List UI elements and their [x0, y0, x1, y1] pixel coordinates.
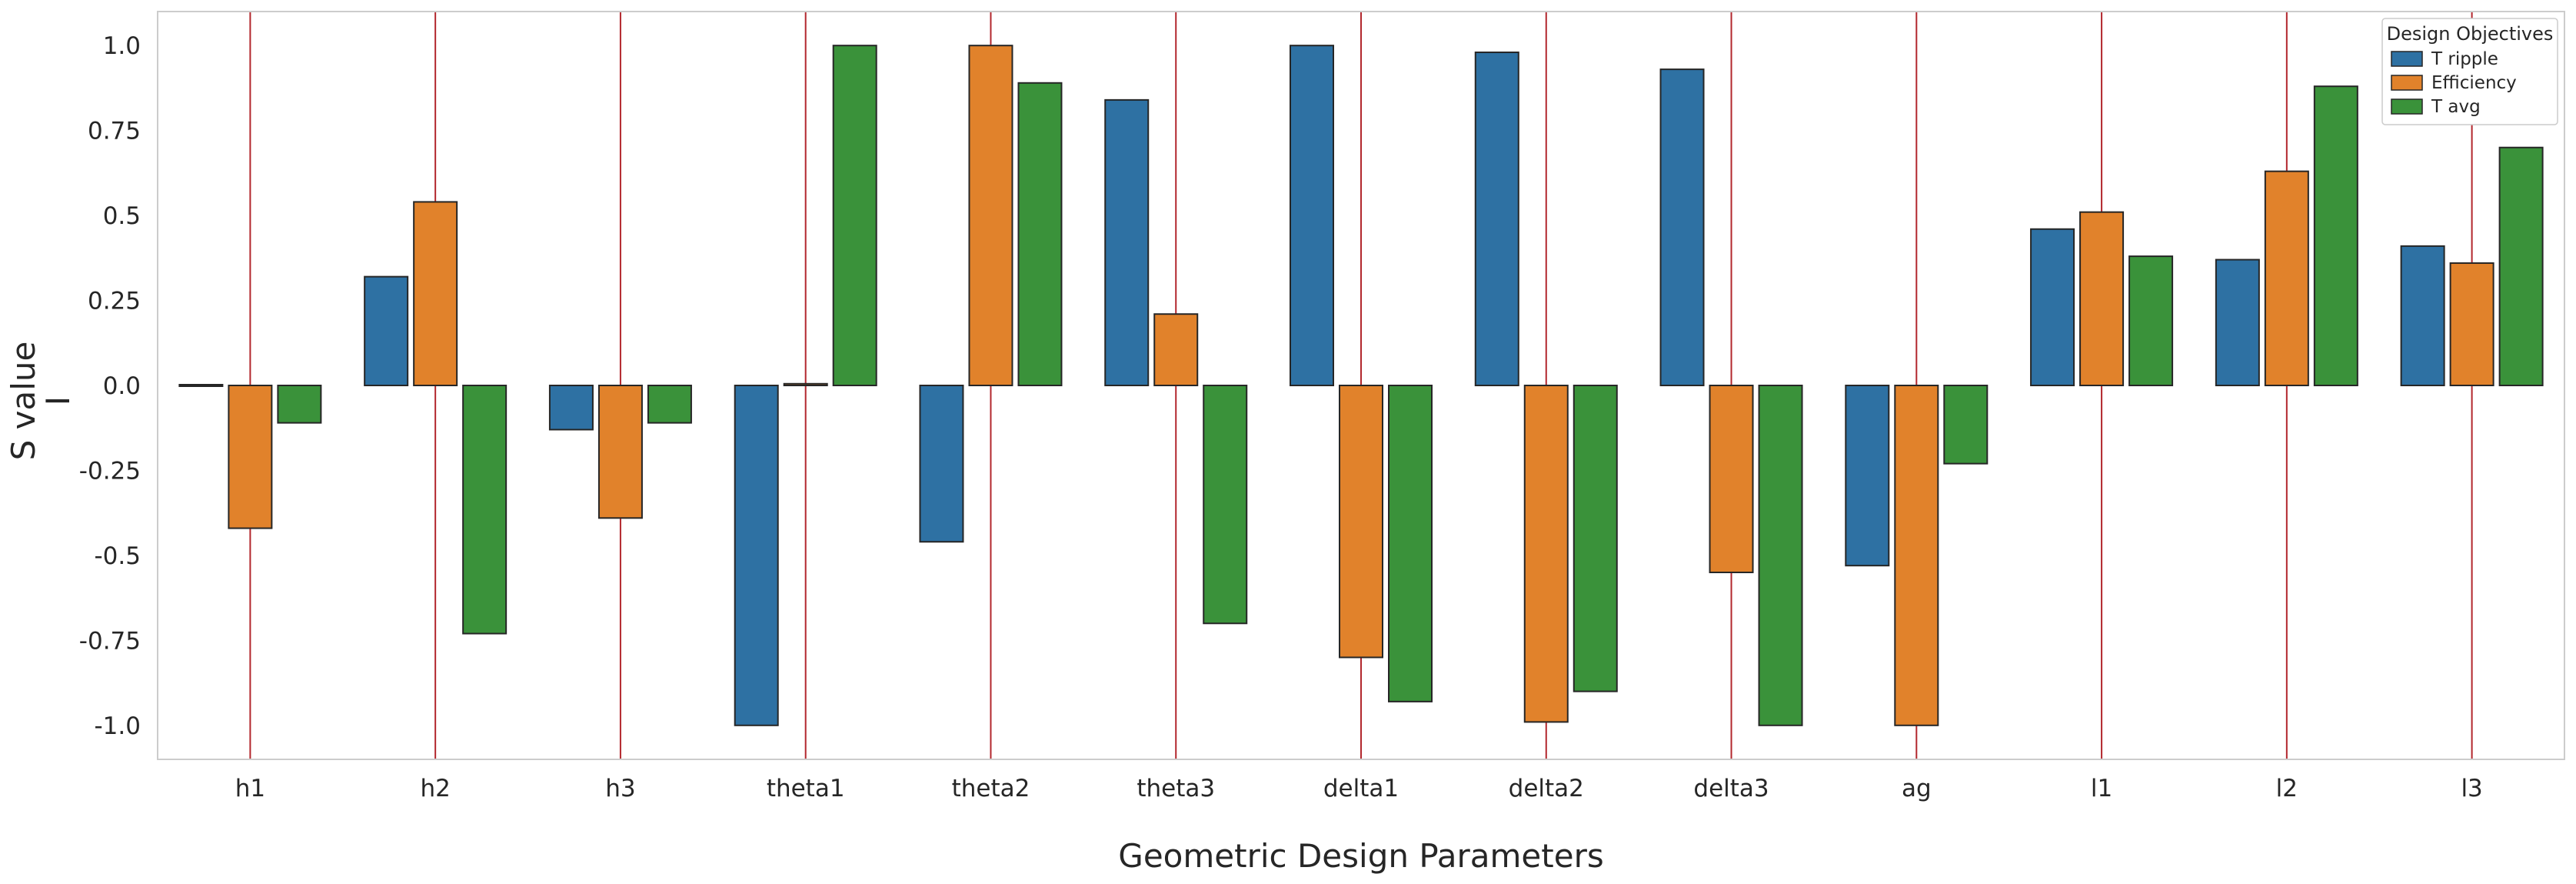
- x-tick-label: ag: [1902, 775, 1932, 802]
- y-tick-label: 1.0: [103, 32, 141, 60]
- legend-title: Design Objectives: [2387, 23, 2554, 45]
- legend: Design Objectives T ripple Efficiency T av…: [2381, 18, 2558, 125]
- bar: [548, 385, 594, 431]
- x-tick-label: delta3: [1693, 775, 1769, 802]
- x-tick-label: theta1: [767, 775, 845, 802]
- bar: [277, 385, 322, 424]
- x-tick-label: theta3: [1137, 775, 1215, 802]
- y-axis-title: S value: [5, 342, 42, 461]
- y-tick-label: -0.25: [79, 457, 141, 485]
- x-tick-labels: h1 h2 h3 theta1 theta2 theta3 delta1 delta2 delt…: [235, 775, 2483, 802]
- bar: [2498, 146, 2544, 387]
- bar: [1659, 68, 1705, 386]
- bar: [647, 385, 692, 424]
- bar: [783, 382, 828, 387]
- bar: [734, 385, 779, 726]
- y-axis-marker: I: [39, 396, 77, 405]
- bar: [1104, 98, 1150, 386]
- y-tick-label: -1.0: [95, 712, 141, 740]
- x-tick-label: delta2: [1509, 775, 1584, 802]
- legend-label: T avg: [2431, 97, 2481, 117]
- x-tick-label: theta2: [952, 775, 1030, 802]
- y-tick-label: -0.5: [95, 542, 141, 570]
- y-tick-label: 0.5: [103, 202, 141, 230]
- bar: [1894, 385, 1939, 726]
- bar: [413, 201, 458, 386]
- legend-box: [2381, 18, 2558, 125]
- bar: [919, 385, 964, 543]
- bar: [1474, 52, 1519, 386]
- bar: [2030, 228, 2075, 386]
- legend-swatch: [2391, 98, 2423, 115]
- bar: [1573, 385, 1618, 692]
- legend-label: T ripple: [2431, 49, 2498, 69]
- bar: [1523, 385, 1569, 723]
- bar: [2215, 259, 2260, 387]
- bar: [1339, 385, 1383, 659]
- x-tick-label: delta1: [1323, 775, 1399, 802]
- bar: [1017, 82, 1063, 386]
- y-tick-label: 0.0: [103, 372, 141, 400]
- legend-items: T ripple Efficiency T avg: [2391, 49, 2517, 117]
- bar: [1943, 385, 1989, 465]
- bar: [597, 385, 643, 519]
- y-tick-label: 0.25: [88, 288, 141, 315]
- y-tick-label: -0.75: [79, 627, 141, 655]
- bar: [1709, 385, 1754, 573]
- x-tick-label: h3: [605, 775, 635, 802]
- bar: [2313, 85, 2358, 386]
- bar: [364, 275, 409, 387]
- legend-swatch: [2391, 51, 2423, 67]
- x-tick-label: h1: [235, 775, 265, 802]
- bar: [1845, 385, 1890, 567]
- bar: [968, 45, 1013, 386]
- bar: [2400, 245, 2445, 387]
- y-tick-labels: -1.0 -0.75 -0.5 -0.25 0.0 0.25 0.5 0.75 1.0: [79, 32, 141, 740]
- bar: [178, 384, 224, 387]
- bar: [1203, 385, 1248, 625]
- bar: [1290, 45, 1334, 386]
- x-tick-label: l1: [2091, 775, 2112, 802]
- bars: [178, 45, 2544, 726]
- plot-frame: [157, 11, 2565, 760]
- legend-label: Efficiency: [2431, 73, 2517, 93]
- legend-swatch: [2391, 75, 2423, 91]
- bar: [462, 385, 508, 635]
- bar: [2449, 262, 2494, 387]
- x-axis-title: Geometric Design Parameters: [1118, 837, 1603, 875]
- bar: [2128, 255, 2174, 387]
- bar: [1153, 313, 1199, 386]
- bar: [832, 45, 877, 386]
- bar: [2079, 211, 2125, 386]
- y-tick-label: 0.75: [88, 118, 141, 145]
- bar: [1388, 385, 1433, 702]
- x-tick-label: h2: [420, 775, 450, 802]
- x-tick-label: l2: [2276, 775, 2298, 802]
- bar: [1758, 385, 1803, 726]
- x-tick-label: l3: [2461, 775, 2482, 802]
- bar: [228, 385, 273, 529]
- bar: [2264, 170, 2309, 386]
